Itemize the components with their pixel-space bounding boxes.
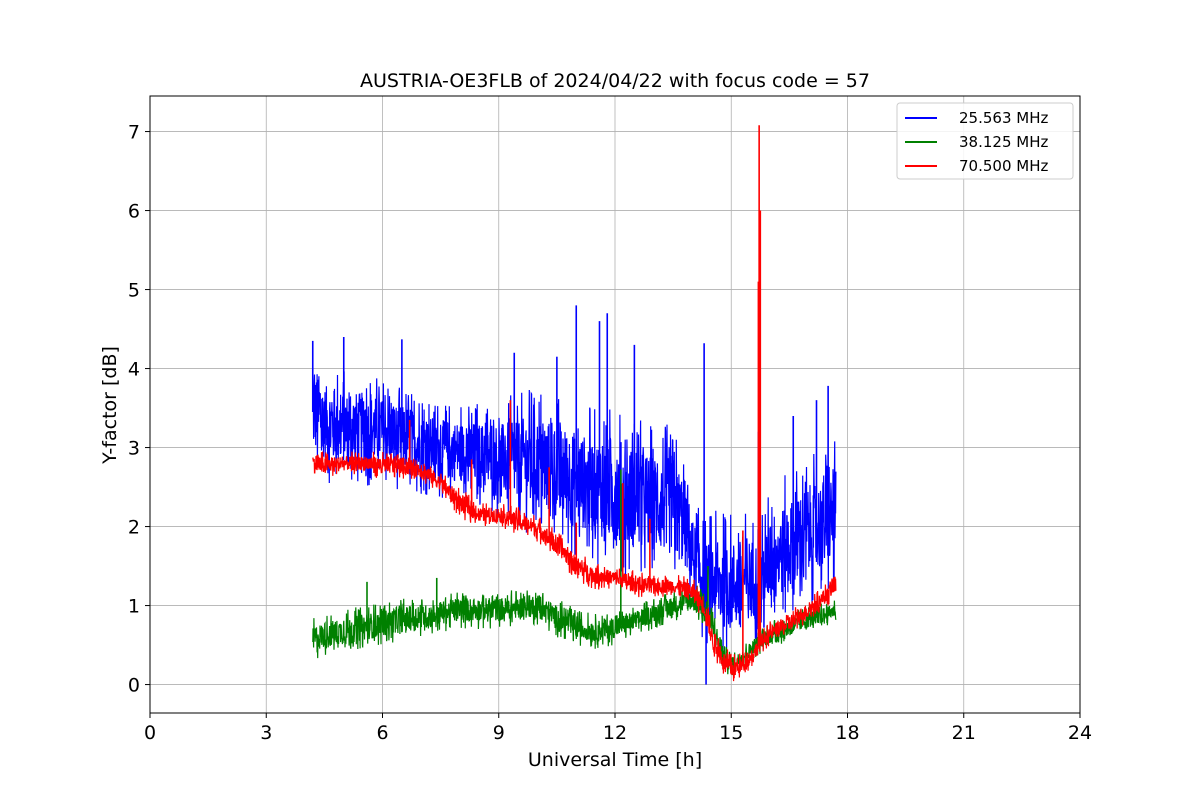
x-tick-label: 15 <box>719 722 743 744</box>
y-tick-label: 1 <box>128 596 140 618</box>
x-tick-label: 21 <box>952 722 976 744</box>
legend-box <box>896 102 1074 180</box>
y-tick-label: 2 <box>128 517 140 539</box>
series-lines <box>311 125 837 685</box>
y-tick-label: 5 <box>128 280 140 302</box>
legend-label: 38.125 MHz <box>959 133 1048 151</box>
x-tick-label: 18 <box>835 722 859 744</box>
y-tick-label: 4 <box>128 359 140 381</box>
y-tick-label: 7 <box>128 122 140 144</box>
y-tick-label: 6 <box>128 201 140 223</box>
x-tick-label: 9 <box>493 722 505 744</box>
y-tick-label: 0 <box>128 675 140 697</box>
y-axis-label: Y-factor [dB] <box>99 346 121 465</box>
series-2-noise-path <box>312 451 837 682</box>
x-tick-label: 6 <box>376 722 388 744</box>
grid <box>149 96 1081 713</box>
x-tick-label: 0 <box>144 722 156 744</box>
x-tick-label: 12 <box>603 722 627 744</box>
x-tick-label: 24 <box>1068 722 1092 744</box>
legend-label: 70.500 MHz <box>959 157 1048 175</box>
legend: 25.563 MHz 38.125 MHz 70.500 MHz <box>896 102 1074 180</box>
series-2-trace <box>312 125 837 682</box>
legend-label: 25.563 MHz <box>959 109 1048 127</box>
chart-title: AUSTRIA-OE3FLB of 2024/04/22 with focus … <box>360 70 870 92</box>
series-0-noise-path <box>312 371 837 656</box>
series-0-trace <box>311 305 837 685</box>
x-tick-label: 3 <box>260 722 272 744</box>
y-tick-label: 3 <box>128 438 140 460</box>
x-axis-label: Universal Time [h] <box>528 749 702 771</box>
